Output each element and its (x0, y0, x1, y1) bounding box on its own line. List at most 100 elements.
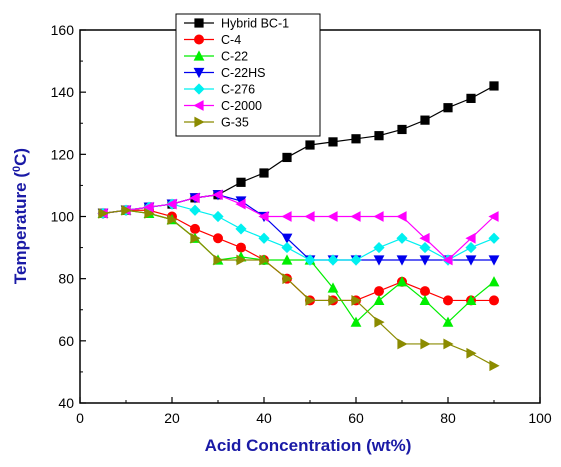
data-point-c-4 (443, 295, 453, 306)
data-point-c-22hs (281, 233, 293, 244)
data-point-c-4 (489, 295, 499, 306)
data-point-g-35 (466, 347, 477, 359)
data-point-hybrid-bc-1 (397, 124, 407, 135)
legend-label-c-22: C-22 (221, 50, 248, 64)
data-point-g-35 (282, 273, 293, 285)
x-tick-label: 80 (440, 410, 456, 426)
data-point-c-2000 (281, 211, 292, 222)
legend-label-c-2000: C-2000 (221, 99, 262, 113)
data-point-c-276 (373, 241, 385, 254)
axes: 0 20 40 60 80 100 40 60 80 100 120 140 160 (51, 22, 552, 426)
data-point-g-35 (213, 254, 224, 266)
data-point-c-2000 (373, 211, 384, 222)
data-point-g-35 (144, 207, 155, 219)
data-point-c-22hs (488, 255, 500, 266)
data-point-hybrid-bc-1 (420, 115, 430, 125)
data-point-c-276 (465, 241, 477, 254)
x-tick-label: 100 (528, 410, 552, 426)
data-point-c-22 (488, 276, 500, 287)
series-line-c-22 (102, 209, 495, 324)
legend-label-c-4: C-4 (221, 33, 241, 47)
y-tick-label: 40 (58, 395, 74, 411)
data-point-c-276 (327, 254, 339, 266)
data-point-g-35 (397, 338, 408, 350)
data-point-c-276 (419, 241, 431, 254)
data-point-c-276 (281, 241, 293, 254)
data-point-c-22 (281, 254, 293, 265)
y-axis-title: Temperature (0C) (11, 148, 30, 284)
data-point-c-4 (190, 223, 200, 234)
legend-label-hybrid-bc-1: Hybrid BC-1 (221, 17, 289, 31)
legend: Hybrid BC-1 C-4 C-22 C-22HS C-276 C-2000 G-35 (175, 13, 321, 137)
series-g-35 (98, 204, 500, 372)
series-line-c-4 (102, 209, 494, 302)
data-point-c-22 (373, 294, 385, 306)
y-tick-label: 160 (51, 22, 75, 38)
data-point-hybrid-bc-1 (328, 137, 338, 147)
data-point-c-276 (304, 254, 316, 266)
data-point-c-2000 (304, 211, 315, 222)
series-c-2000 (97, 189, 499, 266)
data-point-c-276 (396, 232, 408, 244)
y-axis-title-main: Temperature ( (11, 172, 30, 284)
data-point-c-2000 (235, 198, 246, 210)
data-point-c-4 (420, 286, 430, 297)
data-point-c-2000 (419, 232, 430, 244)
legend-marker-g-35 (194, 116, 205, 128)
legend-marker-c-22 (193, 50, 205, 61)
data-point-c-22hs (419, 255, 431, 266)
data-point-g-35 (305, 295, 316, 306)
data-point-c-276 (235, 223, 247, 235)
data-point-hybrid-bc-1 (259, 168, 269, 178)
data-point-c-2000 (488, 211, 499, 222)
y-tick-label: 140 (51, 84, 75, 100)
data-point-hybrid-bc-1 (305, 140, 315, 150)
data-point-g-35 (374, 316, 385, 328)
data-point-c-22 (396, 276, 408, 287)
data-point-hybrid-bc-1 (282, 152, 292, 163)
series-line-c-2000 (102, 194, 495, 261)
legend-label-c-276: C-276 (221, 83, 255, 97)
x-tick-label: 60 (348, 410, 364, 426)
data-point-g-35 (328, 295, 339, 306)
data-point-c-22 (327, 282, 339, 293)
data-point-hybrid-bc-1 (466, 93, 476, 103)
data-point-c-2000 (350, 211, 361, 222)
data-point-g-35 (259, 254, 270, 266)
data-point-hybrid-bc-1 (374, 131, 384, 141)
series-c-22 (97, 204, 500, 327)
data-point-c-4 (236, 242, 246, 253)
data-point-g-35 (190, 232, 201, 244)
series-c-276 (97, 198, 500, 266)
legend-marker-c-22hs (193, 67, 205, 79)
data-point-c-2000 (143, 201, 154, 213)
data-point-g-35 (351, 295, 362, 306)
data-point-c-2000 (258, 211, 269, 222)
data-point-hybrid-bc-1 (236, 177, 246, 187)
data-point-g-35 (167, 214, 178, 226)
x-axis-title: Acid Concentration (wt%) (205, 436, 412, 455)
data-point-c-276 (350, 254, 362, 266)
data-point-c-22hs (465, 255, 477, 266)
legend-label-c-22hs: C-22HS (221, 66, 265, 80)
y-tick-label: 120 (51, 146, 75, 162)
data-point-c-276 (258, 232, 270, 244)
data-point-c-276 (212, 210, 224, 223)
data-point-c-4 (213, 233, 223, 244)
data-point-g-35 (489, 360, 500, 372)
legend-marker-c-4 (194, 34, 204, 45)
series-line-c-276 (102, 203, 495, 261)
data-point-c-276 (488, 232, 500, 244)
legend-marker-c-2000 (193, 100, 204, 111)
series-line-g-35 (102, 209, 495, 367)
data-point-c-22 (350, 316, 362, 327)
y-tick-label: 80 (58, 271, 74, 287)
data-point-c-4 (374, 286, 384, 297)
data-point-c-22 (465, 294, 477, 306)
data-point-g-35 (236, 254, 247, 266)
series-layer (97, 81, 500, 372)
x-tick-label: 20 (164, 410, 180, 426)
y-tick-label: 100 (51, 209, 75, 225)
